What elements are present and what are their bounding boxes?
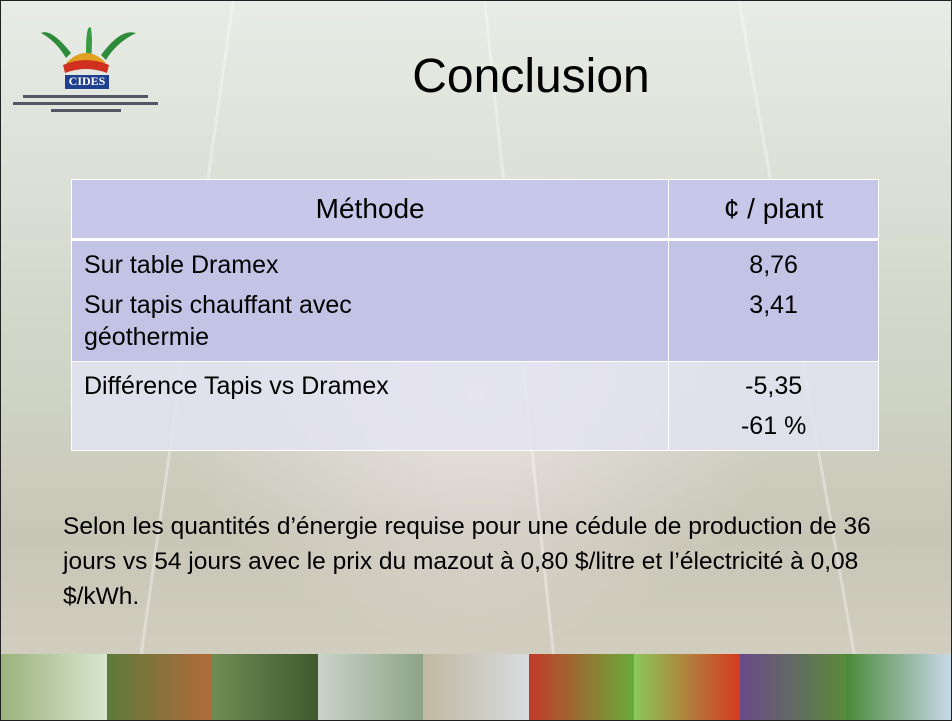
photo: [740, 654, 846, 720]
photo: [634, 654, 740, 720]
photo: [529, 654, 635, 720]
photo: [846, 654, 952, 720]
slide-title: Conclusion: [251, 49, 811, 104]
header-row: Méthode ¢ / plant: [72, 180, 879, 240]
slide: CIDES Conclusion Méthode ¢ / plant Sur t…: [0, 0, 952, 721]
cell-text: -61 %: [681, 406, 866, 446]
header-cell: ¢ / plant: [669, 180, 879, 240]
photo: [107, 654, 213, 720]
header-cell: Méthode: [72, 180, 669, 240]
table-cell: Différence Tapis vs Dramex: [72, 362, 669, 451]
table-row: Différence Tapis vs Dramex -5,35-61 %: [72, 362, 879, 451]
photo: [423, 654, 529, 720]
cell-text: Différence Tapis vs Dramex: [84, 366, 414, 406]
cell-text: Sur tapis chauffant avec géothermie: [84, 285, 414, 357]
photo: [212, 654, 318, 720]
cell-text: Sur table Dramex: [84, 245, 414, 285]
note-paragraph: Selon les quantités d’énergie requise po…: [63, 509, 913, 614]
photo: [1, 654, 107, 720]
cell-text: -5,35: [681, 366, 866, 406]
photo-strip: [1, 654, 951, 720]
table-cell: -5,35-61 %: [669, 362, 879, 451]
cell-text: 8,76: [681, 245, 866, 285]
logo-text: CIDES: [69, 74, 106, 88]
logo: CIDES: [11, 23, 161, 133]
photo: [318, 654, 424, 720]
cell-text: 3,41: [681, 285, 866, 325]
